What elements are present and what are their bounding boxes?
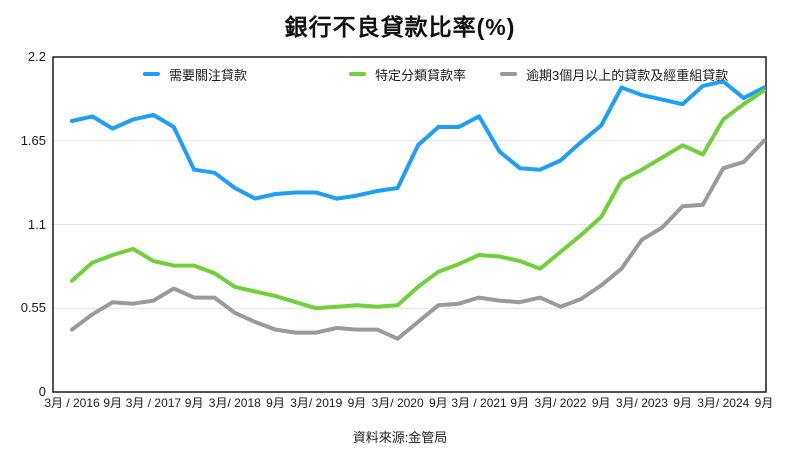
x-tick-label: 3月/ 2020	[371, 396, 424, 410]
legend-item-special-mention: 需要關注貸款	[143, 66, 248, 83]
legend-label: 逾期3個月以上的貸款及經重組貸款	[526, 67, 729, 83]
x-tick-label: 3月/ 2018	[208, 396, 261, 410]
x-tick-label: 9月	[184, 396, 204, 410]
x-tick-label: 3月 / 2016	[44, 396, 100, 410]
x-tick-label: 9月	[429, 396, 448, 410]
x-tick-label: 9月	[754, 396, 774, 410]
series-line-green	[70, 88, 766, 311]
legend-label: 特定分類貸款率	[375, 67, 467, 83]
x-tick-label: 3月/ 2022	[534, 396, 587, 410]
x-tick-label: 3月/ 2024	[697, 396, 750, 410]
x-tick-label: 9月	[591, 396, 611, 410]
y-tick-label: 1.65	[20, 132, 46, 148]
x-tick-label: 3月 / 2017	[125, 396, 182, 410]
x-tick-label: 3月/ 2019	[290, 396, 343, 410]
series-line-gray	[70, 138, 766, 341]
y-tick-label: 0.55	[20, 300, 46, 316]
x-tick-label: 9月	[266, 396, 285, 410]
legend: 需要關注貸款 特定分類貸款率 逾期3個月以上的貸款及經重組貸款	[0, 66, 800, 83]
blue-dash-icon	[143, 72, 160, 76]
x-tick-label: 9月	[103, 396, 123, 410]
x-tick-label: 3月 / 2021	[451, 396, 507, 410]
legend-item-classified: 特定分類貸款率	[349, 66, 467, 83]
x-tick-label: 9月	[673, 396, 692, 410]
legend-label: 需要關注貸款	[169, 67, 248, 83]
x-tick-label: 3月/ 2023	[615, 396, 668, 410]
gray-dash-icon	[500, 72, 517, 76]
y-tick-label: 2.2	[27, 49, 46, 64]
green-dash-icon	[349, 72, 366, 76]
y-tick-label: 0	[38, 384, 46, 399]
legend-item-overdue: 逾期3個月以上的貸款及經重組貸款	[500, 66, 729, 83]
y-tick-label: 1.1	[27, 216, 46, 232]
x-tick-label: 9月	[510, 396, 530, 410]
x-tick-label: 9月	[347, 396, 367, 410]
plot-border	[52, 56, 767, 393]
series-line-blue	[70, 79, 766, 201]
source-note: 資料來源:金管局	[352, 430, 448, 445]
chart-title: 銀行不良貸款比率(%)	[284, 14, 516, 40]
